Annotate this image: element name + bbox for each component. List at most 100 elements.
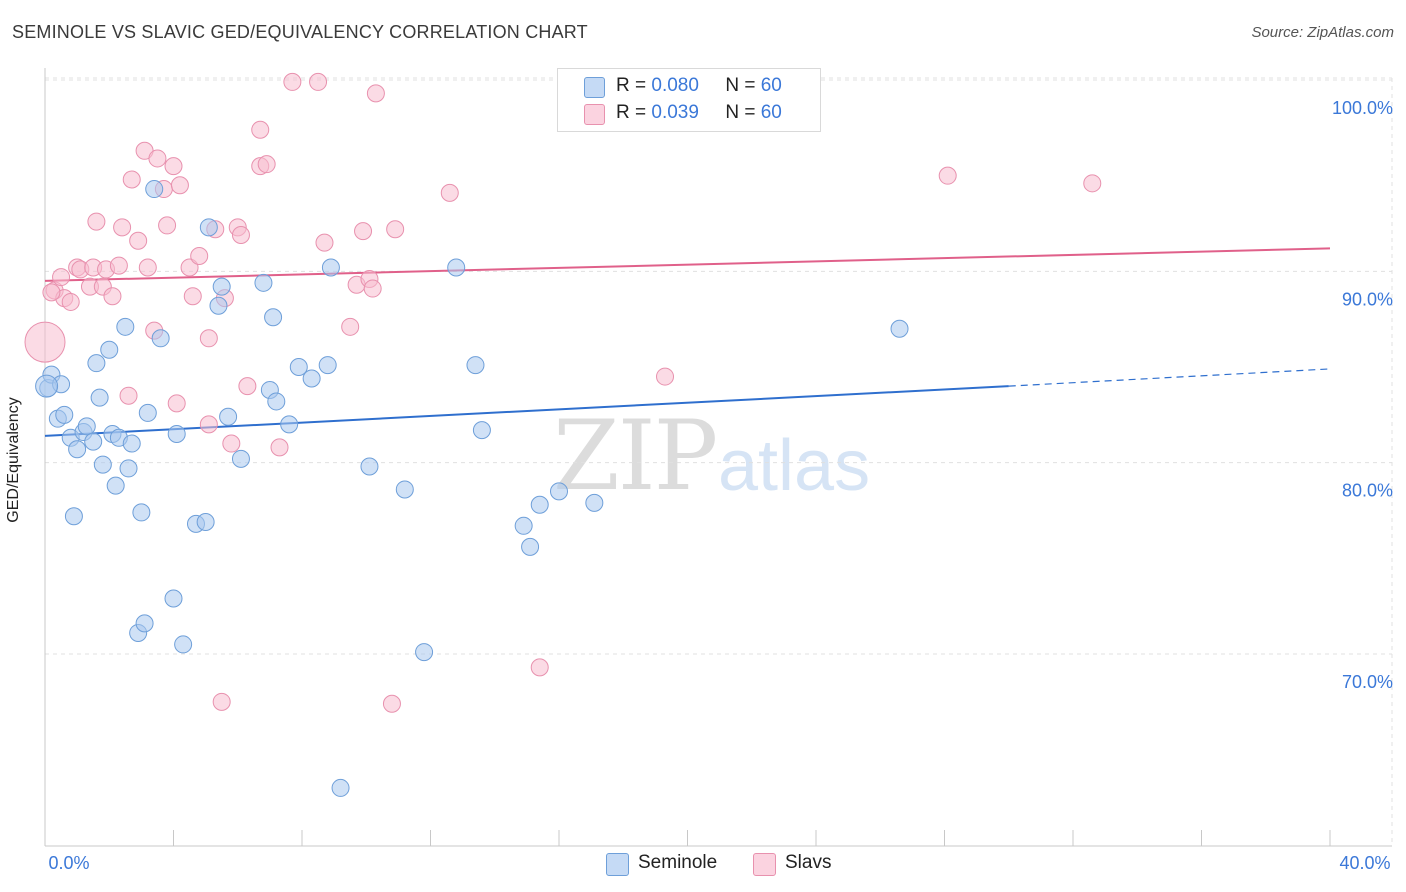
slavs-point <box>199 415 218 434</box>
slavs-point <box>251 120 270 139</box>
seminole-point <box>119 459 138 478</box>
slavs-point <box>113 218 132 237</box>
slavs-point <box>283 72 302 91</box>
chart-title: SEMINOLE VS SLAVIC GED/EQUIVALENCY CORRE… <box>12 22 588 42</box>
seminole-point <box>267 392 286 411</box>
slavs-point <box>938 166 957 185</box>
seminole-point <box>151 329 170 348</box>
slavs-point <box>158 216 177 235</box>
seminole-point <box>521 537 540 556</box>
seminole-point <box>209 296 228 315</box>
seminole-point <box>530 495 549 514</box>
seminole-point <box>116 317 135 336</box>
seminole-point <box>302 369 321 388</box>
legend-r-value-seminole: 0.080 <box>651 75 699 96</box>
seminole-point <box>331 778 350 797</box>
y-axis-label: GED/Equivalency <box>5 397 22 523</box>
seminole-point <box>890 319 909 338</box>
slavs-point <box>530 658 549 677</box>
slavs-point <box>119 386 138 405</box>
seminole-point <box>280 415 299 434</box>
seminole-legend-swatch <box>606 853 629 876</box>
slavs-point <box>212 692 231 711</box>
slavs-point <box>180 258 199 277</box>
slavs-point <box>138 258 157 277</box>
seminole-point <box>106 476 125 495</box>
seminole-point <box>415 643 434 662</box>
slavs-point <box>231 225 250 244</box>
slavs-point <box>1083 174 1102 193</box>
seminole-point <box>100 340 119 359</box>
x-tick-label-max: 40.0% <box>1339 853 1390 873</box>
seminole-point <box>466 356 485 375</box>
slavs-legend-swatch <box>753 853 776 876</box>
legend-n-value-slavs: 60 <box>760 102 782 123</box>
slavs-point <box>190 247 209 266</box>
seminole-point <box>585 493 604 512</box>
seminole-point <box>35 374 59 398</box>
slavs-point <box>309 72 328 91</box>
seminole-point <box>472 421 491 440</box>
x-tick-label-min: 0.0% <box>48 853 89 873</box>
seminole-point <box>219 407 238 426</box>
seminole-point <box>138 403 157 422</box>
slavs-point <box>315 233 334 252</box>
slavs-point <box>148 149 167 168</box>
seminole-point <box>199 218 218 237</box>
slavs-swatch <box>584 104 605 125</box>
slavs-trend-line <box>44 247 1331 282</box>
correlation-legend: R = 0.080 N = 60 R = 0.039 N = 60 <box>557 68 821 132</box>
seminole-point <box>196 512 215 531</box>
seminole-point <box>167 424 186 443</box>
slavs-point <box>440 183 459 202</box>
slavs-point <box>164 157 183 176</box>
seminole-point <box>254 273 273 292</box>
seminole-point <box>135 614 154 633</box>
slavs-point <box>167 394 186 413</box>
slavs-point <box>270 438 289 457</box>
seminole-point <box>231 449 250 468</box>
seminole-point <box>55 405 74 424</box>
slavs-point <box>129 231 148 250</box>
seminole-point <box>64 507 83 526</box>
y-tick-label: 70.0% <box>1342 672 1393 692</box>
legend-n-label: N = <box>725 102 756 123</box>
seminole-point <box>87 354 106 373</box>
slavs-point <box>656 367 675 386</box>
slavs-point <box>238 377 257 396</box>
legend-n-label: N = <box>725 75 756 96</box>
slavs-point <box>354 222 373 241</box>
slavs-point <box>122 170 141 189</box>
seminole-point <box>321 258 340 277</box>
seminole-point <box>318 356 337 375</box>
seminole-point <box>174 635 193 654</box>
slavs-point <box>366 84 385 103</box>
seminole-point <box>132 503 151 522</box>
y-tick-label: 100.0% <box>1332 98 1393 118</box>
seminole-point <box>84 432 103 451</box>
seminole-point <box>447 258 466 277</box>
tick-labels: 70.0% 80.0% 90.0% 100.0% 0.0% 40.0% <box>48 98 1393 873</box>
seminole-point <box>360 457 379 476</box>
slavs-point <box>42 283 61 302</box>
slavs-point <box>386 220 405 239</box>
seminole-point <box>212 277 231 296</box>
seminole-trend-extension <box>1008 368 1331 387</box>
slavs-point <box>170 176 189 195</box>
seminole-point <box>68 440 87 459</box>
slavs-point <box>103 287 122 306</box>
legend-r-label: R = <box>616 102 647 123</box>
y-tick-label: 80.0% <box>1342 481 1393 501</box>
slavs-point <box>257 155 276 174</box>
seminole-point <box>550 482 568 501</box>
source-credit: Source: ZipAtlas.com <box>1251 24 1394 41</box>
legend-r-value-slavs: 0.039 <box>651 102 699 123</box>
seminole-point <box>514 516 533 535</box>
seminole-point <box>395 480 414 499</box>
slavs-point <box>52 268 71 287</box>
slavs-point <box>382 694 401 713</box>
seminole-point <box>164 589 183 608</box>
seminole-point <box>289 358 308 376</box>
seminole-point <box>77 417 96 436</box>
